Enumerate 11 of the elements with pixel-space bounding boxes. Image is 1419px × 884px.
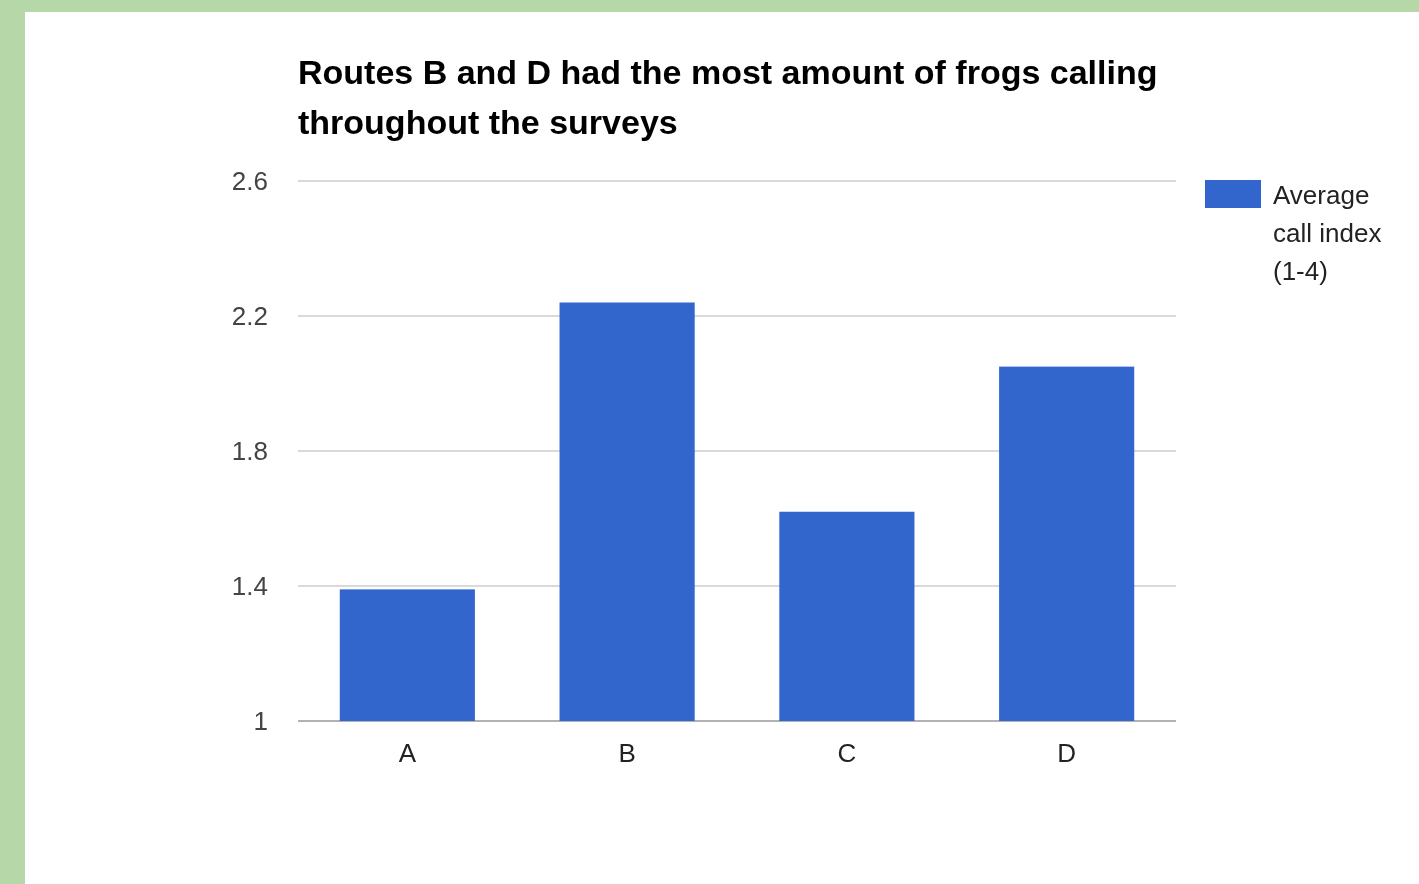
x-tick-label: A [398,738,417,768]
x-tick-label: B [618,738,636,768]
y-tick-label: 1.4 [231,571,268,602]
y-tick-label: 1 [253,706,268,737]
y-tick-label: 2.6 [231,166,268,197]
x-tick-label: C [837,738,857,768]
chart-title: Routes B and D had the most amount of frogs calling throughout the surveys [298,53,1158,141]
x-tick-label: D [1057,738,1077,768]
y-tick-label: 1.8 [231,436,268,467]
y-tick-label: 2.2 [231,301,268,332]
legend-label: Average call index (1-4) [1273,180,1382,286]
